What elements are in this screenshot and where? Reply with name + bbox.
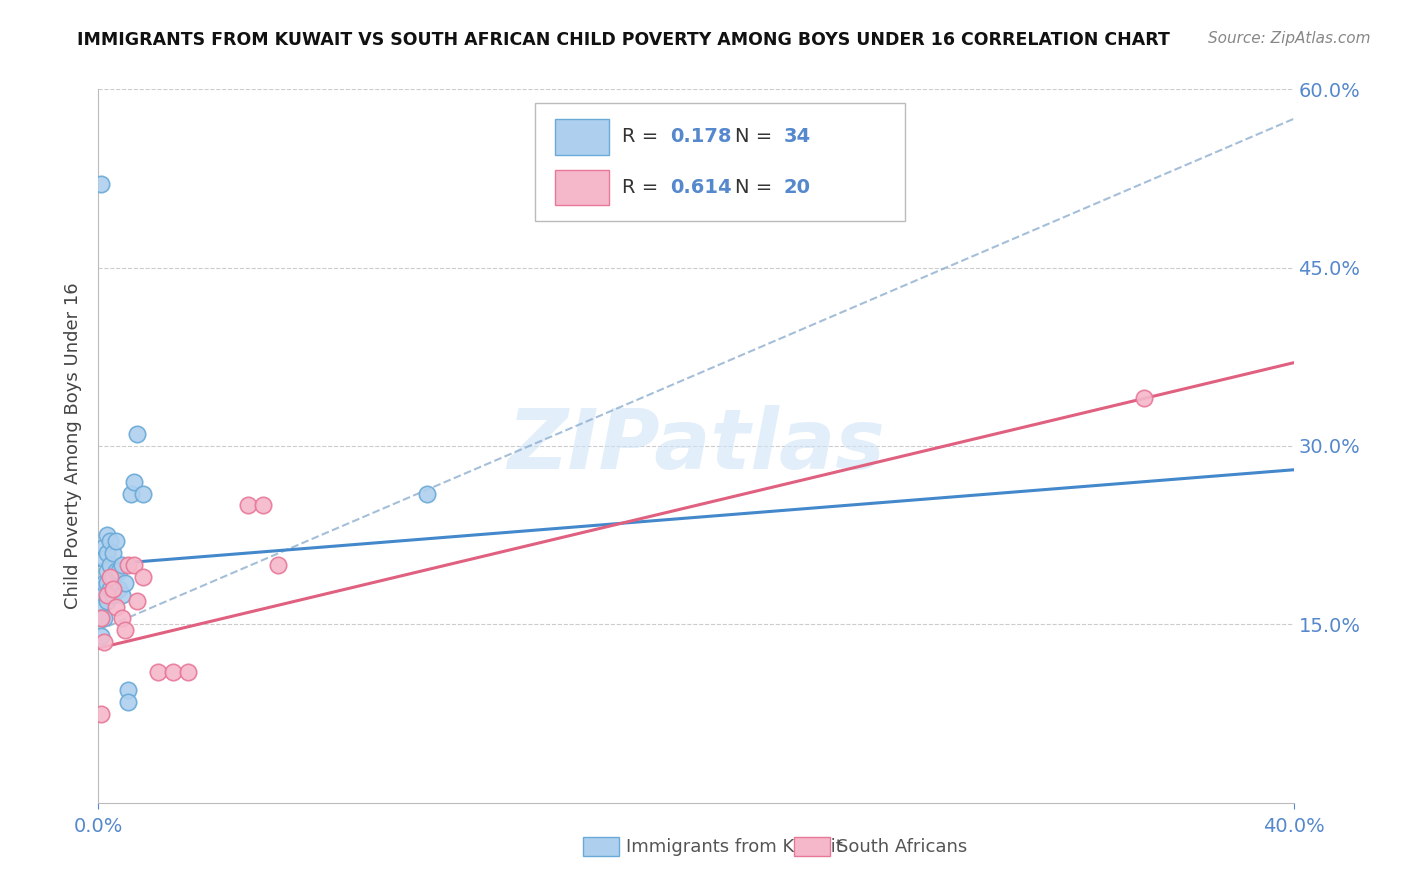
Point [127, 427, 149, 442]
Point [103, 582, 125, 596]
Point [90, 599, 112, 614]
Point [90, 706, 112, 721]
Text: 20: 20 [783, 178, 810, 197]
Point [124, 558, 146, 572]
FancyBboxPatch shape [534, 103, 905, 221]
Point [98, 570, 122, 584]
Point [93, 611, 115, 625]
Point [96, 546, 118, 560]
Point [96, 528, 118, 542]
Point [1133, 392, 1156, 406]
Point [93, 575, 115, 590]
Point [96, 588, 118, 602]
Point [117, 682, 139, 697]
Point [90, 588, 112, 602]
Point [98, 582, 122, 596]
Point [111, 558, 134, 572]
Point [103, 588, 125, 602]
Point [117, 558, 139, 572]
Point [111, 588, 134, 602]
Point [416, 486, 439, 500]
Point [267, 558, 290, 572]
Point [96, 593, 118, 607]
Text: South Africans: South Africans [837, 838, 967, 855]
Text: N =: N = [735, 128, 779, 146]
Text: IMMIGRANTS FROM KUWAIT VS SOUTH AFRICAN CHILD POVERTY AMONG BOYS UNDER 16 CORREL: IMMIGRANTS FROM KUWAIT VS SOUTH AFRICAN … [77, 31, 1170, 49]
Text: 0.614: 0.614 [669, 178, 731, 197]
Point [103, 546, 125, 560]
Text: N =: N = [735, 178, 779, 197]
Text: Immigrants from Kuwait: Immigrants from Kuwait [626, 838, 842, 855]
Point [162, 665, 184, 679]
Point [105, 534, 128, 549]
Point [127, 593, 149, 607]
Point [93, 552, 115, 566]
Point [90, 178, 112, 192]
Point [96, 575, 118, 590]
FancyBboxPatch shape [555, 120, 609, 154]
Point [236, 499, 259, 513]
Point [103, 570, 125, 584]
Point [114, 575, 136, 590]
Y-axis label: Child Poverty Among Boys Under 16: Child Poverty Among Boys Under 16 [63, 283, 82, 609]
Point [98, 558, 122, 572]
Point [90, 611, 112, 625]
Text: 34: 34 [783, 128, 810, 146]
Point [132, 570, 155, 584]
Point [111, 611, 134, 625]
Point [90, 629, 112, 643]
Point [105, 564, 128, 578]
Point [114, 624, 136, 638]
Point [98, 534, 122, 549]
Point [117, 695, 139, 709]
Text: Source: ZipAtlas.com: Source: ZipAtlas.com [1208, 31, 1371, 46]
Text: R =: R = [621, 128, 665, 146]
Point [252, 499, 274, 513]
Point [96, 564, 118, 578]
Point [108, 582, 131, 596]
Point [105, 599, 128, 614]
Point [93, 635, 115, 649]
Point [132, 486, 155, 500]
Point [177, 665, 200, 679]
Point [148, 665, 170, 679]
Point [124, 475, 146, 489]
Text: ZIPatlas: ZIPatlas [508, 406, 884, 486]
Point [93, 540, 115, 554]
FancyBboxPatch shape [555, 170, 609, 205]
Point [120, 486, 142, 500]
Point [108, 564, 131, 578]
Text: R =: R = [621, 178, 665, 197]
Point [90, 611, 112, 625]
Text: 0.178: 0.178 [669, 128, 731, 146]
